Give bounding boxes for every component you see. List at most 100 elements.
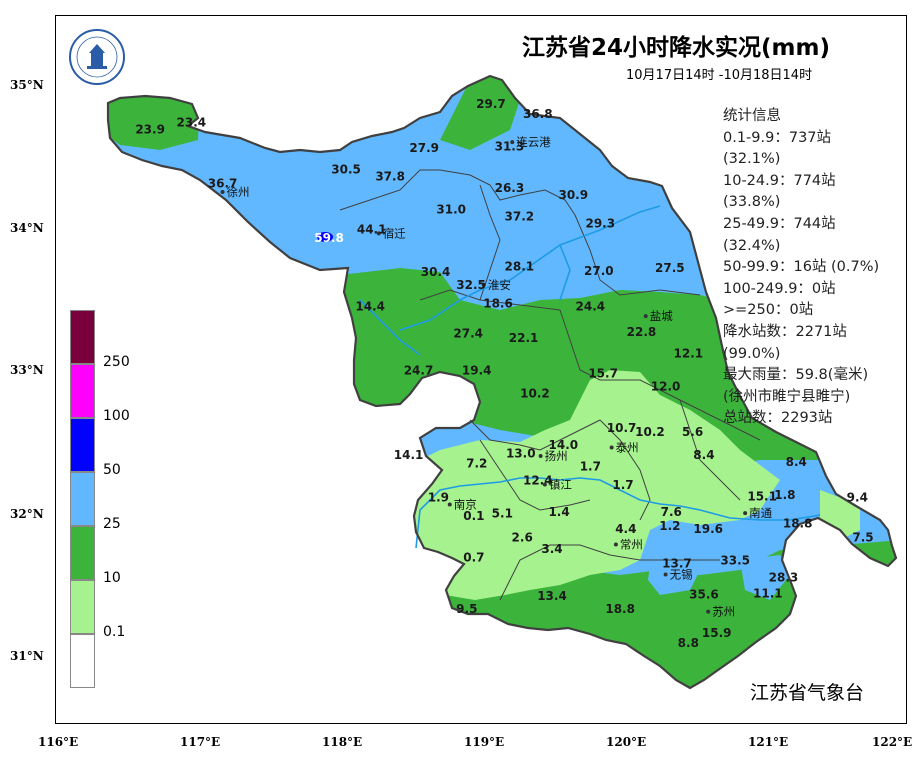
- map-title: 江苏省24小时降水实况(mm): [522, 35, 830, 61]
- stat-line: 总站数：2293站: [723, 410, 833, 427]
- station-value: 32.5: [456, 278, 486, 292]
- lon-tick: 122°E: [872, 735, 913, 749]
- station-value: 0.7: [463, 551, 484, 565]
- stat-line: 统计信息: [723, 108, 781, 124]
- city-label: 无锡: [670, 567, 693, 581]
- lat-tick: 34°N: [10, 221, 44, 235]
- station-value: 12.4: [523, 474, 553, 488]
- legend-swatch: [70, 472, 95, 526]
- fill-max-rain-patch: [317, 232, 333, 242]
- station-value: 8.4: [693, 448, 714, 462]
- station-value: 12.1: [674, 347, 704, 361]
- legend-label: 10: [103, 570, 121, 586]
- lon-tick: 117°E: [180, 735, 221, 749]
- station-value: 1.7: [612, 478, 633, 492]
- station-value: 10.7: [607, 421, 637, 435]
- city-label: 泰州: [616, 440, 639, 454]
- station-value: 10.2: [520, 387, 550, 401]
- lon-tick: 121°E: [748, 735, 789, 749]
- station-value: 7.2: [466, 456, 487, 470]
- stat-line: 最大雨量：59.8(毫米): [723, 367, 869, 384]
- city-marker: [376, 231, 381, 236]
- station-value: 36.7: [208, 177, 238, 191]
- station-value: 24.4: [576, 299, 606, 313]
- station-value: 59.8: [314, 231, 344, 245]
- stat-line: 50-99.9：16站 (0.7%): [723, 259, 880, 276]
- city-marker: [706, 609, 711, 614]
- station-value: 22.8: [627, 325, 657, 339]
- station-value: 14.0: [549, 438, 579, 452]
- city-label: 常州: [620, 537, 643, 551]
- legend-swatch: [70, 418, 95, 472]
- lat-tick: 31°N: [10, 649, 44, 663]
- station-value: 14.4: [355, 299, 385, 313]
- station-value: 1.9: [428, 491, 449, 505]
- station-value: 15.1: [747, 489, 777, 503]
- station-value: 3.4: [541, 542, 562, 556]
- station-value: 18.6: [483, 297, 513, 311]
- legend-swatch: [70, 526, 95, 580]
- station-value: 26.3: [495, 181, 525, 195]
- station-value: 15.9: [702, 626, 732, 640]
- station-value: 8.8: [678, 636, 699, 650]
- lon-tick: 119°E: [464, 735, 505, 749]
- city-marker: [609, 445, 614, 450]
- time-period: 10月17日14时 -10月18日14时: [626, 68, 813, 83]
- city-label: 宿迁: [383, 226, 406, 240]
- stat-line: (32.4%): [723, 237, 781, 254]
- station-value: 19.6: [693, 522, 723, 536]
- fill-blue-east-patch: [740, 555, 790, 600]
- station-value: 31.0: [436, 202, 466, 216]
- stat-line: 100-249.9：0站: [723, 280, 836, 297]
- city-label: 连云港: [516, 135, 551, 149]
- station-value: 27.9: [409, 141, 439, 155]
- city-label: 苏州: [712, 605, 735, 619]
- station-value: 14.1: [394, 448, 424, 462]
- station-value: 18.8: [783, 516, 813, 530]
- station-value: 7.5: [852, 531, 873, 545]
- station-value: 44.1: [357, 222, 387, 236]
- city-label: 淮安: [488, 278, 511, 292]
- city-marker: [220, 190, 225, 195]
- legend-label: 50: [103, 462, 121, 478]
- station-value: 1.7: [580, 459, 601, 473]
- legend-label: 100: [103, 408, 130, 424]
- station-value: 19.4: [462, 364, 492, 378]
- station-value: 9.4: [847, 491, 868, 505]
- legend-swatch: [70, 634, 95, 688]
- city-marker: [538, 454, 543, 459]
- station-value: 29.3: [585, 217, 615, 231]
- station-layer: 29.7 36.8 23.9 23.4 31.3 27.9 30.5 37.8 36.7 26.3…: [135, 97, 873, 650]
- stat-line: 0.1-9.9：737站: [723, 129, 832, 146]
- station-value: 35.6: [689, 588, 719, 602]
- station-value: 13.0: [506, 446, 536, 460]
- station-value: 4.4: [615, 522, 636, 536]
- stat-line: (99.0%): [723, 345, 781, 362]
- stat-line: 10-24.9：774站: [723, 172, 836, 189]
- city-label: 扬州: [545, 449, 568, 463]
- meteorological-logo: [69, 29, 125, 85]
- statistics-panel: 统计信息 0.1-9.9：737站 (32.1%) 10-24.9：774站 (33.8…: [723, 106, 879, 430]
- lat-tick: 33°N: [10, 363, 44, 377]
- station-value: 27.5: [655, 261, 685, 275]
- station-value: 5.6: [682, 425, 703, 439]
- lon-tick: 120°E: [606, 735, 647, 749]
- map-frame: [55, 15, 907, 724]
- station-value: 28.1: [505, 260, 535, 274]
- fill-green-north: [108, 90, 200, 150]
- station-value: 24.7: [404, 364, 434, 378]
- lat-tick: 35°N: [10, 78, 44, 92]
- city-label: 徐州: [227, 185, 250, 199]
- station-value: 37.8: [375, 170, 405, 184]
- city-marker: [663, 572, 668, 577]
- city-label: 南京: [454, 498, 477, 512]
- city-marker: [542, 482, 547, 487]
- fill-green-west-north: [440, 76, 520, 150]
- city-marker: [510, 140, 515, 145]
- station-value: 37.2: [505, 210, 535, 224]
- stat-line: 降水站数：2271站: [723, 323, 847, 340]
- city-label: 南通: [749, 506, 772, 520]
- stat-line: >=250：0站: [723, 302, 814, 319]
